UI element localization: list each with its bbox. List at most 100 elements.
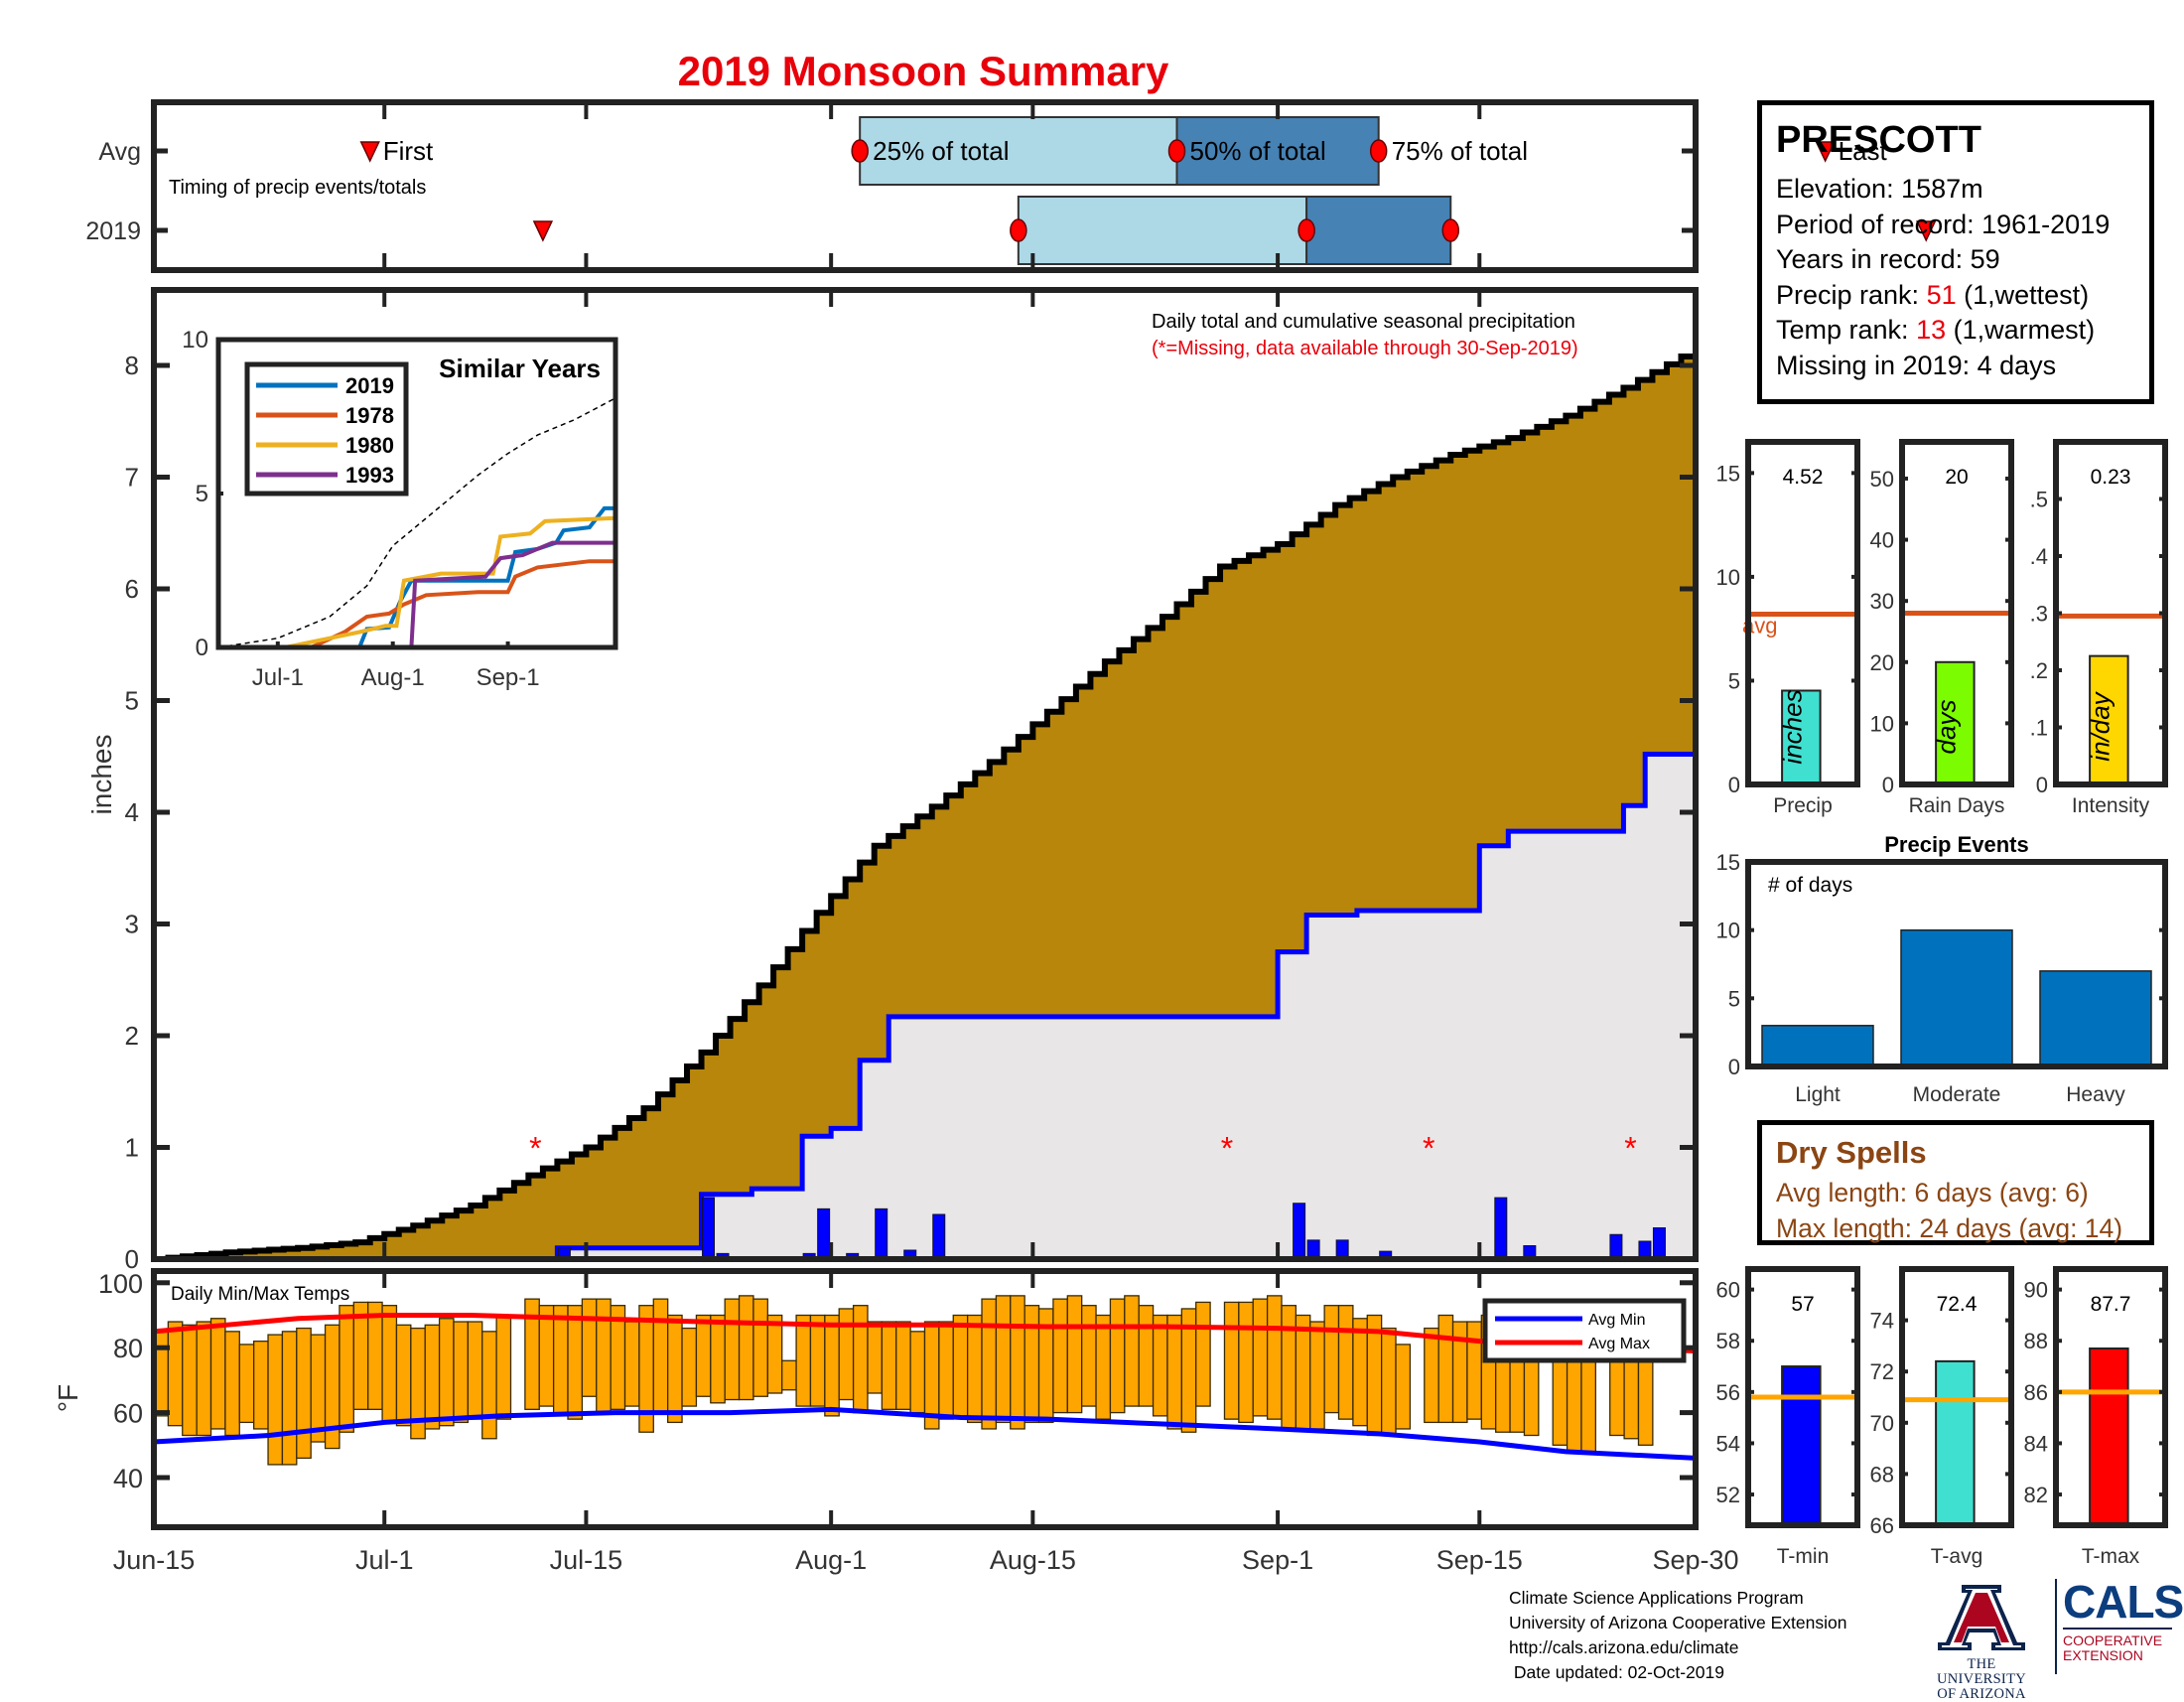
event-bar-moderate [1900,928,2013,1067]
daily-temp-bar [738,1295,754,1401]
quartile-50-75-bar [1305,196,1452,265]
first-label: First [383,136,434,166]
panel-label: Precip [1773,794,1833,817]
footer-program: Climate Science Applications Program [1509,1588,1804,1608]
daily-temp-bar [710,1314,726,1404]
ua-line-2: OF ARIZONA [1937,1686,2026,1702]
daily-temp-bar [1380,1327,1397,1437]
daily-precip-bar [1609,1233,1623,1260]
event-bar-light [1761,1025,1874,1067]
y-tick-label: .1 [2030,716,2048,741]
inset-x-tick-label: Aug-1 [361,664,425,691]
temp-rank-value: 13 [1916,315,1947,345]
panel-frame [1745,1266,1860,1528]
y-tick-label: 5 [1728,668,1740,693]
coop-line-2: EXTENSION [2063,1647,2143,1663]
y-tick-label: 6 [125,574,139,604]
daily-temp-bar [1337,1305,1354,1420]
y-tick-label: 0 [125,1244,139,1274]
y-tick-label: 66 [1870,1513,1894,1538]
daily-temp-bar [1095,1314,1112,1420]
panel-frame [1899,439,2014,787]
daily-temp-bar [681,1327,698,1407]
temp-frame [151,1268,1699,1530]
y-tick-label: 100 [98,1269,143,1299]
daily-precip-bar [1494,1197,1508,1260]
quartile-marker [851,139,869,163]
y-tick-label: 52 [1716,1483,1740,1507]
precip-events-title: Precip Events [1884,832,2029,857]
daily-temp-bar [938,1321,954,1420]
daily-temp-bar [1637,1349,1654,1446]
y-tick-label: 5 [1728,986,1740,1011]
y-tick-label: 82 [2024,1483,2048,1507]
value-label: 20 [1945,466,1968,489]
daily-temp-bar [481,1331,497,1440]
precip-frame [151,287,1699,1262]
daily-temp-bar [781,1359,797,1391]
daily-temp-bar [809,1314,826,1407]
daily-temp-bar [1609,1353,1625,1437]
y-tick-label: 7 [125,463,139,493]
missing-marker: * [1624,1131,1636,1167]
x-tick-label: Sep-15 [1436,1545,1523,1575]
inset-x-tick-label: Sep-1 [477,664,540,691]
inset-y-tick-label: 0 [196,635,208,661]
footer-url[interactable]: http://cals.arizona.edu/climate [1509,1637,1739,1657]
daily-temp-bar [824,1314,840,1417]
value-label: 72.4 [1937,1293,1978,1316]
y-tick-label: 68 [1870,1462,1894,1487]
avg-cumulative-line [154,349,1699,1262]
daily-temp-bar [395,1324,412,1427]
daily-temp-bar [1052,1298,1068,1414]
y-tick-label: 72 [1870,1359,1894,1384]
daily-temp-bar [724,1298,741,1401]
daily-temp-bar [281,1331,298,1466]
y-tick-label: 40 [113,1464,143,1493]
daily-precip-bar [875,1207,888,1260]
daily-temp-bar [581,1298,598,1397]
p75-label: 75% of total [1392,136,1528,166]
y-tick-label: .4 [2030,544,2048,569]
daily-precip-bar [1293,1203,1306,1260]
daily-temp-bar [1109,1298,1126,1414]
events-y-label: # of days [1768,874,1852,897]
daily-temp-bar [1223,1301,1240,1420]
daily-temp-bar [167,1321,184,1427]
missing-marker: * [1423,1131,1434,1167]
daily-temp-bar [567,1305,584,1420]
y-tick-label: 15 [1716,461,1740,486]
panel-frame [2053,439,2168,787]
p25-label: 25% of total [873,136,1009,166]
daily-temp-bar [1195,1301,1211,1407]
inset-series-1980 [218,515,616,649]
event-marker [1815,141,1836,163]
temp-rank: Temp rank: 13 (1,warmest) [1776,313,2135,349]
station-info-box: PRESCOTT Elevation: 1587m Period of reco… [1757,100,2154,404]
y-tick-label: .2 [2030,658,2048,683]
temp-stat-t-min: 57 52 54 56 58 60 T-min [1716,1266,1860,1568]
daily-temp-bar [1295,1314,1311,1430]
y-tick-label: 10 [1870,711,1894,736]
value-bar [2089,1347,2129,1526]
inset-legend [244,361,409,496]
event-marker [532,220,554,242]
event-marker [1916,220,1937,242]
x-tick-label: Sep-30 [1652,1545,1738,1575]
inset-y-tick-label: 10 [182,327,208,354]
panel-frame [1899,1266,2014,1528]
y-tick-label: 5 [125,686,139,716]
quartile-marker [1441,218,1460,242]
y-tick-label: .5 [2030,488,2048,512]
daily-temp-bar [1081,1305,1097,1407]
daily-temp-bar [766,1314,783,1394]
x-tick-label: Jun-15 [113,1545,196,1575]
y-tick-label: 2 [125,1021,139,1051]
daily-temp-bar [538,1305,555,1407]
panel-frame [1745,439,1860,787]
inset-series-1993 [218,540,615,649]
daily-temp-bar [424,1324,441,1430]
daily-temp-bar [467,1321,483,1420]
